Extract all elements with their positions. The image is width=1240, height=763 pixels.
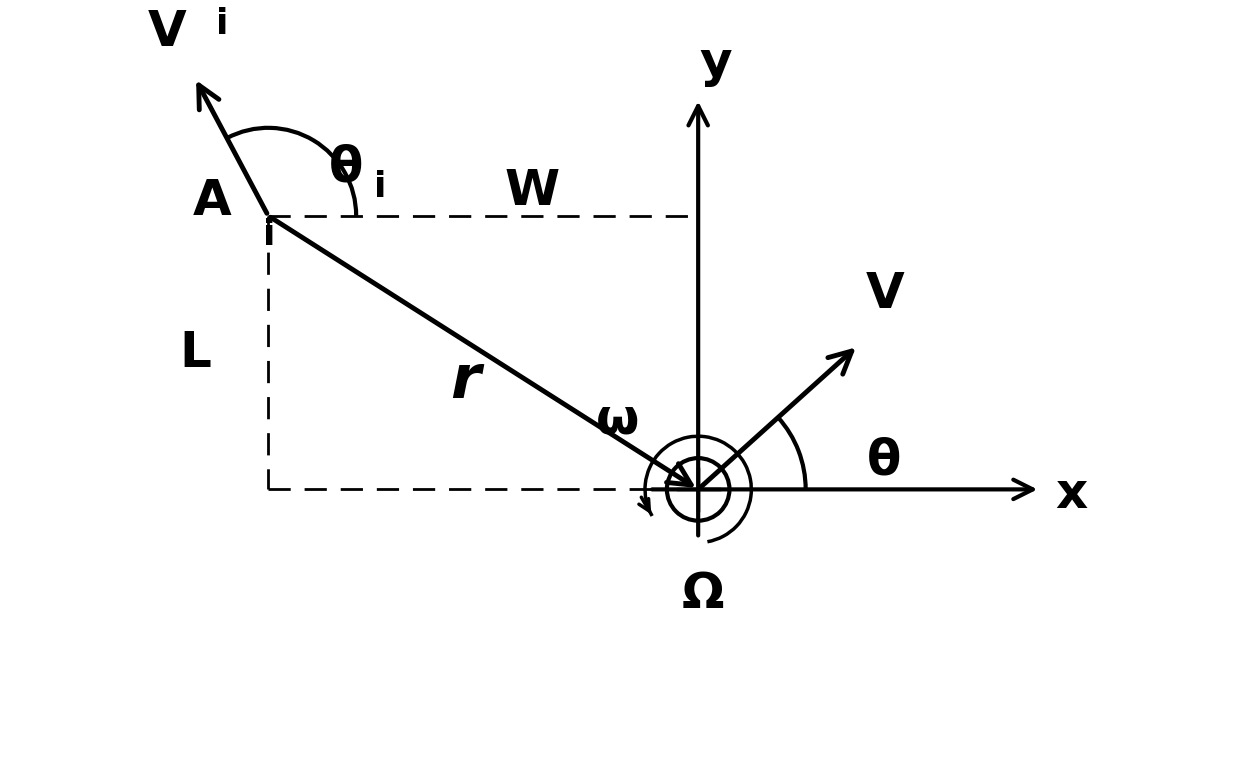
Text: ω: ω bbox=[596, 395, 640, 443]
Text: L: L bbox=[179, 329, 211, 377]
Text: W: W bbox=[505, 167, 559, 215]
Text: θ: θ bbox=[867, 436, 901, 485]
Text: V: V bbox=[866, 270, 904, 318]
Text: A: A bbox=[192, 177, 231, 225]
Text: i: i bbox=[373, 170, 386, 204]
Text: Ω: Ω bbox=[682, 569, 724, 617]
Text: r: r bbox=[450, 352, 480, 411]
Text: i: i bbox=[263, 217, 275, 252]
Text: i: i bbox=[216, 7, 228, 40]
Text: y: y bbox=[699, 39, 732, 87]
Text: x: x bbox=[1055, 470, 1087, 518]
Text: θ: θ bbox=[329, 143, 363, 192]
Text: V: V bbox=[149, 8, 187, 56]
